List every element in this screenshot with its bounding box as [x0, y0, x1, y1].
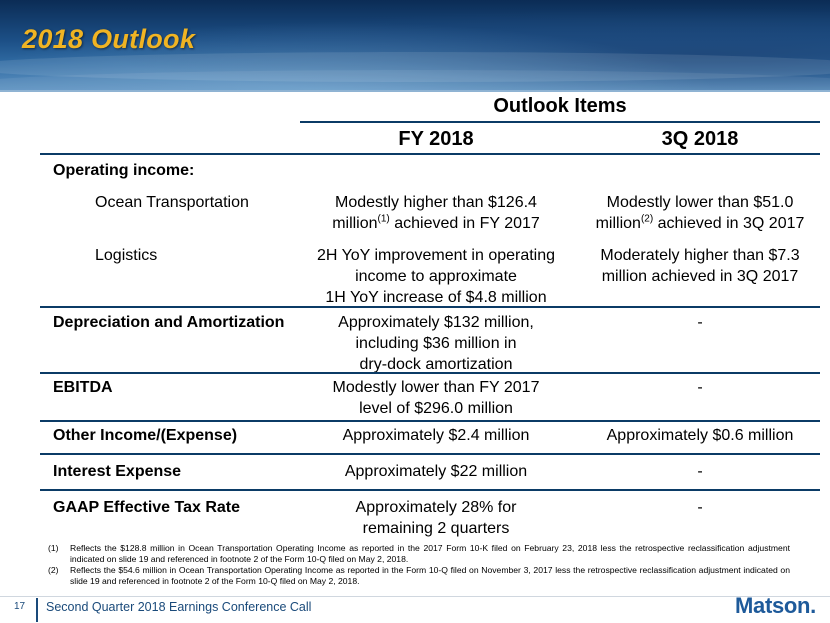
q3-cell: - [697, 314, 703, 331]
fy-cell: Approximately $2.4 million [342, 427, 530, 444]
footer-text: Second Quarter 2018 Earnings Conference … [46, 600, 312, 614]
footer-separator [36, 598, 38, 622]
fy-cell: Modestly higher than $126.4 million(1) a… [332, 194, 540, 232]
q3-cell: Approximately $0.6 million [606, 427, 794, 444]
footer-rule [0, 596, 830, 597]
row-divider [40, 306, 820, 308]
fy-cell: Modestly lower than FY 2017 level of $29… [332, 379, 540, 417]
matson-logo: Matson. [734, 593, 816, 618]
fy-cell: Approximately $22 million [344, 463, 528, 480]
row-divider [40, 453, 820, 455]
q3-cell: - [697, 379, 703, 396]
row-label: Logistics [95, 247, 158, 264]
banner-wave-decoration [0, 52, 830, 82]
row-label: EBITDA [53, 379, 113, 396]
footnotes: (1) Reflects the $128.8 million in Ocean… [40, 543, 790, 587]
header-banner: 2018 Outlook [0, 0, 830, 90]
footnote-2: (2) Reflects the $54.6 million in Ocean … [48, 565, 790, 586]
row-label: Ocean Transportation [95, 194, 249, 211]
page-number: 17 [14, 601, 26, 612]
fy-cell: Approximately $132 million, including $3… [338, 314, 534, 373]
banner-rule [0, 90, 830, 92]
header-divider [40, 153, 820, 155]
row-label: GAAP Effective Tax Rate [53, 499, 241, 516]
q3-cell: - [697, 463, 703, 480]
fy-cell: Approximately 28% for remaining 2 quarte… [355, 499, 517, 537]
footnote-1: (1) Reflects the $128.8 million in Ocean… [48, 543, 790, 564]
column-header-fy: FY 2018 [398, 128, 474, 150]
header-divider [300, 121, 820, 123]
fy-cell: 2H YoY improvement in operating income t… [316, 247, 556, 306]
q3-cell: Moderately higher than $7.3 million achi… [600, 247, 800, 285]
banner-wave-decoration [0, 70, 830, 90]
column-header-3q: 3Q 2018 [661, 128, 739, 150]
row-label: Interest Expense [53, 463, 182, 480]
row-label: Operating income: [53, 162, 195, 179]
q3-cell: - [697, 499, 703, 516]
row-label: Other Income/(Expense) [53, 427, 238, 444]
row-divider [40, 489, 820, 491]
row-divider [40, 420, 820, 422]
row-label: Depreciation and Amortization [53, 314, 285, 331]
table-group-header: Outlook Items [493, 95, 627, 117]
row-divider [40, 372, 820, 374]
q3-cell: Modestly lower than $51.0 million(2) ach… [595, 194, 805, 232]
page-title: 2018 Outlook [22, 24, 196, 54]
